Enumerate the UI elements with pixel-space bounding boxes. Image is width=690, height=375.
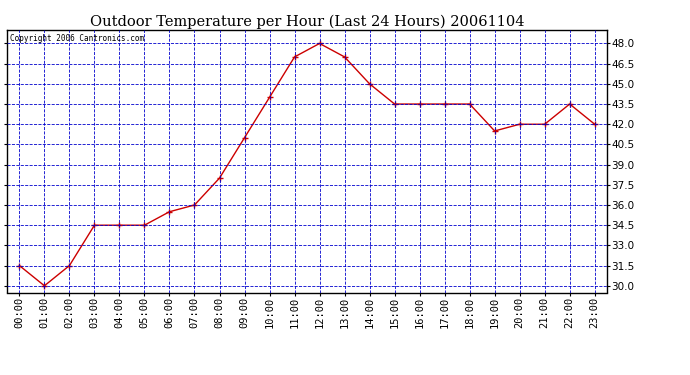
Title: Outdoor Temperature per Hour (Last 24 Hours) 20061104: Outdoor Temperature per Hour (Last 24 Ho… xyxy=(90,15,524,29)
Text: Copyright 2006 Cantronics.com: Copyright 2006 Cantronics.com xyxy=(10,34,144,43)
